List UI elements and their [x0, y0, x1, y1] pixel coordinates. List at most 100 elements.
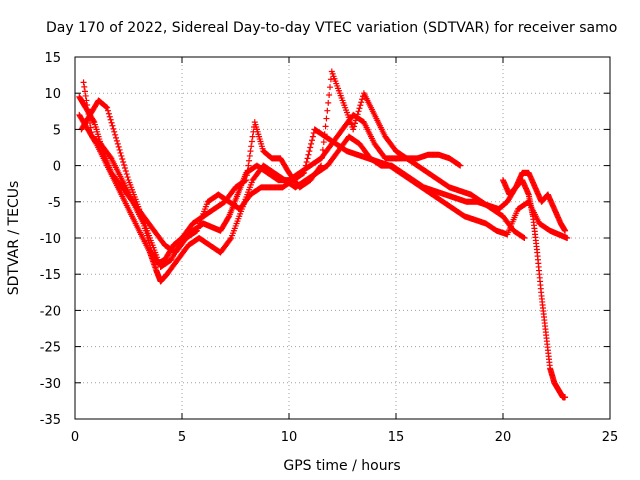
axis-ticks: 0 5 10 15 20 25 15 10 5 0 -5 -10 -15 -20 -25 -30 -35: [40, 51, 619, 445]
y-tick-label: 5: [53, 123, 61, 138]
x-tick-label: 5: [178, 430, 186, 445]
data-point: [107, 154, 114, 161]
data-point: [242, 177, 249, 184]
data-point: [193, 228, 200, 235]
data-point: [351, 120, 358, 127]
data-point: [327, 76, 334, 83]
series-track-5: [500, 169, 569, 234]
y-tick-label: -30: [40, 377, 61, 392]
data-point: [85, 111, 92, 118]
data-point: [319, 146, 326, 153]
data-point: [84, 101, 91, 108]
data-point: [323, 115, 330, 122]
data-point: [354, 111, 361, 118]
data-point: [327, 84, 334, 91]
y-tick-label: -20: [40, 304, 61, 319]
data-point: [309, 137, 316, 144]
y-tick-label: -5: [48, 196, 61, 211]
data-point: [115, 143, 122, 150]
data-point: [562, 227, 569, 234]
data-point: [104, 107, 111, 114]
y-tick-label: 0: [53, 160, 61, 175]
y-tick-label: -15: [40, 268, 61, 283]
data-point: [246, 152, 253, 159]
data-point: [322, 123, 329, 130]
data-point: [303, 158, 310, 165]
data-point: [87, 124, 94, 131]
data-point: [121, 161, 128, 168]
data-point: [249, 133, 256, 140]
data-point: [243, 177, 250, 184]
data-point: [83, 97, 90, 104]
data-point: [80, 79, 87, 86]
data-point: [300, 170, 307, 177]
data-point: [247, 148, 254, 155]
data-point: [105, 110, 112, 117]
x-tick-label: 25: [602, 430, 619, 445]
data-point: [88, 129, 95, 136]
x-tick-label: 0: [71, 430, 79, 445]
data-point: [109, 122, 116, 129]
data-point: [325, 99, 332, 106]
data-point: [244, 167, 251, 174]
series-track-4: [80, 79, 571, 256]
data-point: [300, 169, 307, 176]
data-point: [110, 125, 117, 132]
data-point: [112, 131, 119, 138]
data-point: [307, 144, 314, 151]
data-point: [324, 107, 331, 114]
data-point: [306, 148, 313, 155]
data-point: [90, 117, 97, 124]
x-axis-label: GPS time / hours: [283, 458, 400, 474]
data-point: [326, 92, 333, 99]
data-point: [246, 157, 253, 164]
data-point: [317, 163, 324, 170]
data-point: [356, 105, 363, 112]
data-point: [245, 162, 252, 169]
data-point: [227, 236, 234, 243]
data-point: [113, 134, 120, 141]
data-point: [305, 151, 312, 158]
data-point: [357, 102, 364, 109]
series-track-3: [78, 68, 528, 270]
data-point: [120, 158, 127, 165]
data-point: [107, 116, 114, 123]
chart-title: Day 170 of 2022, Sidereal Day-to-day VTE…: [46, 20, 617, 36]
data-point: [86, 120, 93, 127]
data-point: [124, 174, 131, 181]
y-tick-label: -25: [40, 341, 61, 356]
x-tick-label: 10: [281, 430, 298, 445]
data-point: [84, 106, 91, 113]
data-point: [111, 128, 118, 135]
data-point: [106, 113, 113, 120]
y-tick-label: -10: [40, 232, 61, 247]
data-point: [121, 165, 128, 172]
data-point: [562, 394, 569, 401]
data-point: [304, 155, 311, 162]
data-point: [520, 234, 527, 241]
data-point: [355, 108, 362, 115]
data-point: [248, 138, 255, 145]
y-tick-label: 15: [44, 51, 61, 66]
data-point: [309, 133, 316, 140]
data-point: [358, 99, 365, 106]
data-point: [122, 168, 129, 175]
data-point: [82, 92, 89, 99]
data-point: [123, 171, 130, 178]
data-point: [351, 123, 358, 130]
data-point: [320, 139, 327, 146]
data-point: [521, 235, 528, 241]
data-point: [352, 117, 359, 124]
data-point: [86, 115, 93, 122]
data-point: [104, 104, 111, 111]
data-point: [243, 172, 250, 179]
y-tick-label: -35: [40, 413, 61, 428]
data-point: [301, 166, 308, 173]
data-point: [456, 161, 463, 168]
data-point: [353, 114, 360, 121]
data-point: [302, 162, 309, 169]
y-axis-label: SDTVAR / TECUs: [6, 181, 22, 296]
data-point: [117, 149, 124, 156]
data-point: [248, 143, 255, 150]
data-point: [225, 214, 232, 221]
